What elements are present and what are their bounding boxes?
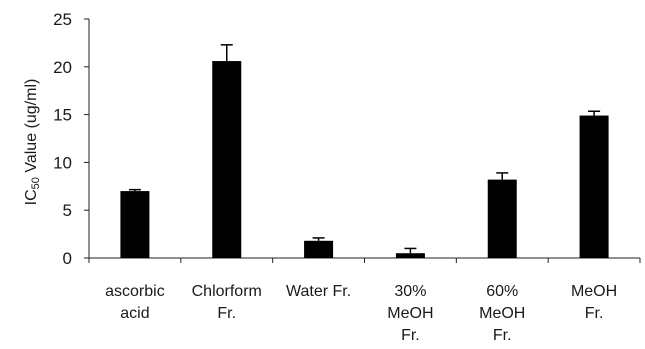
x-category-label: ascorbic acid	[105, 283, 165, 322]
x-category-label: Chlorform Fr.	[192, 283, 262, 322]
chart-labels: ascorbic acid Chlorform Fr. Water Fr. 30% MeOH…	[105, 283, 617, 344]
x-category-label-line: Water Fr.	[286, 283, 351, 300]
x-category-label-line: Fr.	[493, 327, 512, 344]
x-category-label-line: 30%	[394, 283, 426, 300]
x-category-label-line: Fr.	[401, 327, 420, 344]
x-category-label: 30% MeOH Fr.	[387, 283, 433, 344]
x-category-label: Water Fr.	[286, 283, 351, 300]
y-tick-label: 5	[63, 201, 72, 220]
x-category-label-line: Fr.	[585, 305, 604, 322]
y-tick-label: 15	[53, 106, 72, 125]
x-category-label-line: ascorbic	[105, 283, 165, 300]
y-tick-label: 25	[53, 10, 72, 29]
y-axis-title: IC50 Value (ug/ml)	[23, 79, 42, 206]
bar	[120, 191, 150, 258]
x-category-label: MeOH Fr.	[571, 283, 617, 322]
bar	[579, 115, 609, 258]
y-tick-label: 10	[53, 153, 72, 172]
bar	[395, 253, 425, 258]
y-axis-title-prefix: IC	[23, 189, 40, 205]
y-tick-label: 20	[53, 58, 72, 77]
chart-axes: 0 5 10 15 20 25	[53, 10, 641, 268]
x-category-label-line: MeOH	[571, 283, 617, 300]
y-tick-label: 0	[63, 249, 72, 268]
bar	[212, 61, 242, 259]
x-category-label: 60% MeOH Fr.	[479, 283, 525, 344]
x-category-label-line: acid	[120, 305, 149, 322]
x-category-label-line: 60%	[486, 283, 518, 300]
y-axis-title-subscript: 50	[30, 177, 42, 189]
x-category-label-line: MeOH	[479, 305, 525, 322]
x-category-label-line: Chlorform	[192, 283, 262, 300]
x-category-label-line: MeOH	[387, 305, 433, 322]
bar	[487, 179, 517, 258]
x-category-label-line: Fr.	[217, 305, 236, 322]
bar	[304, 240, 334, 258]
chart-bars	[120, 44, 609, 259]
y-axis-title-suffix: Value (ug/ml)	[23, 79, 40, 177]
